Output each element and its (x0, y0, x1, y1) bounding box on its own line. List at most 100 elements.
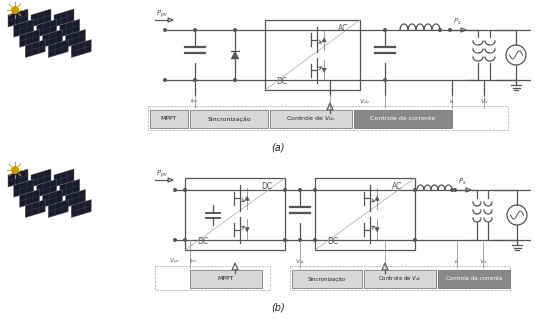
Circle shape (173, 238, 177, 242)
Text: $V_{dc}$: $V_{dc}$ (359, 98, 371, 107)
Text: Sincronização: Sincronização (207, 116, 251, 122)
Bar (190, 270, 262, 288)
Polygon shape (54, 169, 74, 187)
Text: $P_s$: $P_s$ (453, 17, 461, 27)
Polygon shape (37, 19, 57, 37)
Text: Controle de $V_{dc}$: Controle de $V_{dc}$ (286, 115, 336, 124)
FancyArrow shape (168, 18, 173, 22)
Polygon shape (374, 196, 380, 201)
Circle shape (233, 28, 237, 32)
Circle shape (163, 28, 167, 32)
Polygon shape (48, 200, 68, 218)
Text: Controle de $V_{dc}$: Controle de $V_{dc}$ (378, 275, 422, 284)
Circle shape (11, 6, 19, 14)
Text: DC: DC (328, 237, 339, 246)
Circle shape (450, 188, 454, 192)
Polygon shape (65, 189, 85, 207)
Polygon shape (20, 29, 40, 47)
Polygon shape (65, 29, 85, 47)
Polygon shape (321, 37, 326, 42)
Polygon shape (20, 189, 40, 207)
Text: $V_{dc}$: $V_{dc}$ (295, 258, 305, 267)
Circle shape (413, 238, 417, 242)
FancyArrow shape (466, 188, 471, 192)
Text: $P_{pv}$: $P_{pv}$ (156, 168, 168, 180)
Circle shape (453, 188, 457, 192)
Circle shape (313, 238, 317, 242)
Circle shape (173, 188, 177, 192)
Polygon shape (374, 227, 380, 232)
Circle shape (193, 78, 197, 82)
Circle shape (283, 188, 287, 192)
Circle shape (438, 28, 442, 32)
Circle shape (283, 238, 287, 242)
FancyArrow shape (327, 103, 333, 110)
Polygon shape (14, 179, 33, 197)
Text: DC: DC (277, 77, 288, 86)
Text: $i_s$: $i_s$ (454, 258, 460, 267)
Polygon shape (25, 40, 45, 58)
Text: Controle de corrente: Controle de corrente (446, 276, 502, 282)
Circle shape (507, 205, 527, 225)
Circle shape (448, 28, 452, 32)
FancyArrow shape (461, 28, 466, 32)
Text: $V_s$: $V_s$ (479, 258, 487, 267)
Polygon shape (71, 200, 92, 218)
Bar (150, 110, 188, 128)
Bar (364, 270, 436, 288)
Polygon shape (8, 169, 28, 187)
Text: Sincronização: Sincronização (308, 276, 346, 282)
Text: DC: DC (262, 182, 272, 191)
Text: (a): (a) (271, 143, 285, 153)
Polygon shape (31, 169, 51, 187)
Bar (438, 270, 510, 288)
Polygon shape (31, 9, 51, 27)
Bar (265, 20, 360, 90)
Circle shape (183, 238, 187, 242)
Polygon shape (14, 19, 33, 37)
Polygon shape (231, 51, 239, 59)
Polygon shape (42, 29, 62, 47)
Text: Controle de corrente: Controle de corrente (371, 116, 436, 122)
Bar (148, 106, 508, 130)
Text: $i_s$: $i_s$ (449, 98, 455, 107)
Polygon shape (244, 227, 250, 232)
Text: $V_s$: $V_s$ (480, 98, 488, 107)
Circle shape (506, 45, 526, 65)
Text: AC: AC (338, 24, 348, 33)
Polygon shape (48, 40, 68, 58)
Circle shape (183, 188, 187, 192)
Polygon shape (25, 200, 45, 218)
Bar (155, 266, 270, 290)
Polygon shape (42, 189, 62, 207)
Bar (315, 178, 415, 250)
Text: $V_{pv}$: $V_{pv}$ (170, 257, 181, 267)
Polygon shape (71, 40, 92, 58)
Text: AC: AC (392, 182, 402, 191)
Bar (290, 266, 510, 290)
Polygon shape (244, 196, 250, 201)
Text: $i_{pv}$: $i_{pv}$ (189, 257, 198, 267)
Circle shape (298, 188, 302, 192)
Circle shape (413, 188, 417, 192)
Polygon shape (321, 68, 326, 73)
Polygon shape (54, 9, 74, 27)
Bar (190, 110, 268, 128)
Circle shape (11, 166, 19, 174)
Circle shape (383, 78, 387, 82)
Polygon shape (37, 179, 57, 197)
Circle shape (383, 28, 387, 32)
Polygon shape (60, 179, 80, 197)
Circle shape (313, 188, 317, 192)
Polygon shape (8, 9, 28, 27)
Bar (270, 110, 352, 128)
FancyArrow shape (168, 178, 173, 182)
Text: MPPT: MPPT (218, 276, 234, 282)
Bar (292, 270, 362, 288)
Text: $i_{pv}$: $i_{pv}$ (190, 97, 200, 107)
Text: $P_{pv}$: $P_{pv}$ (156, 8, 168, 20)
Text: MPPT: MPPT (161, 116, 177, 122)
Bar (185, 178, 285, 250)
Circle shape (163, 78, 167, 82)
Circle shape (193, 28, 197, 32)
